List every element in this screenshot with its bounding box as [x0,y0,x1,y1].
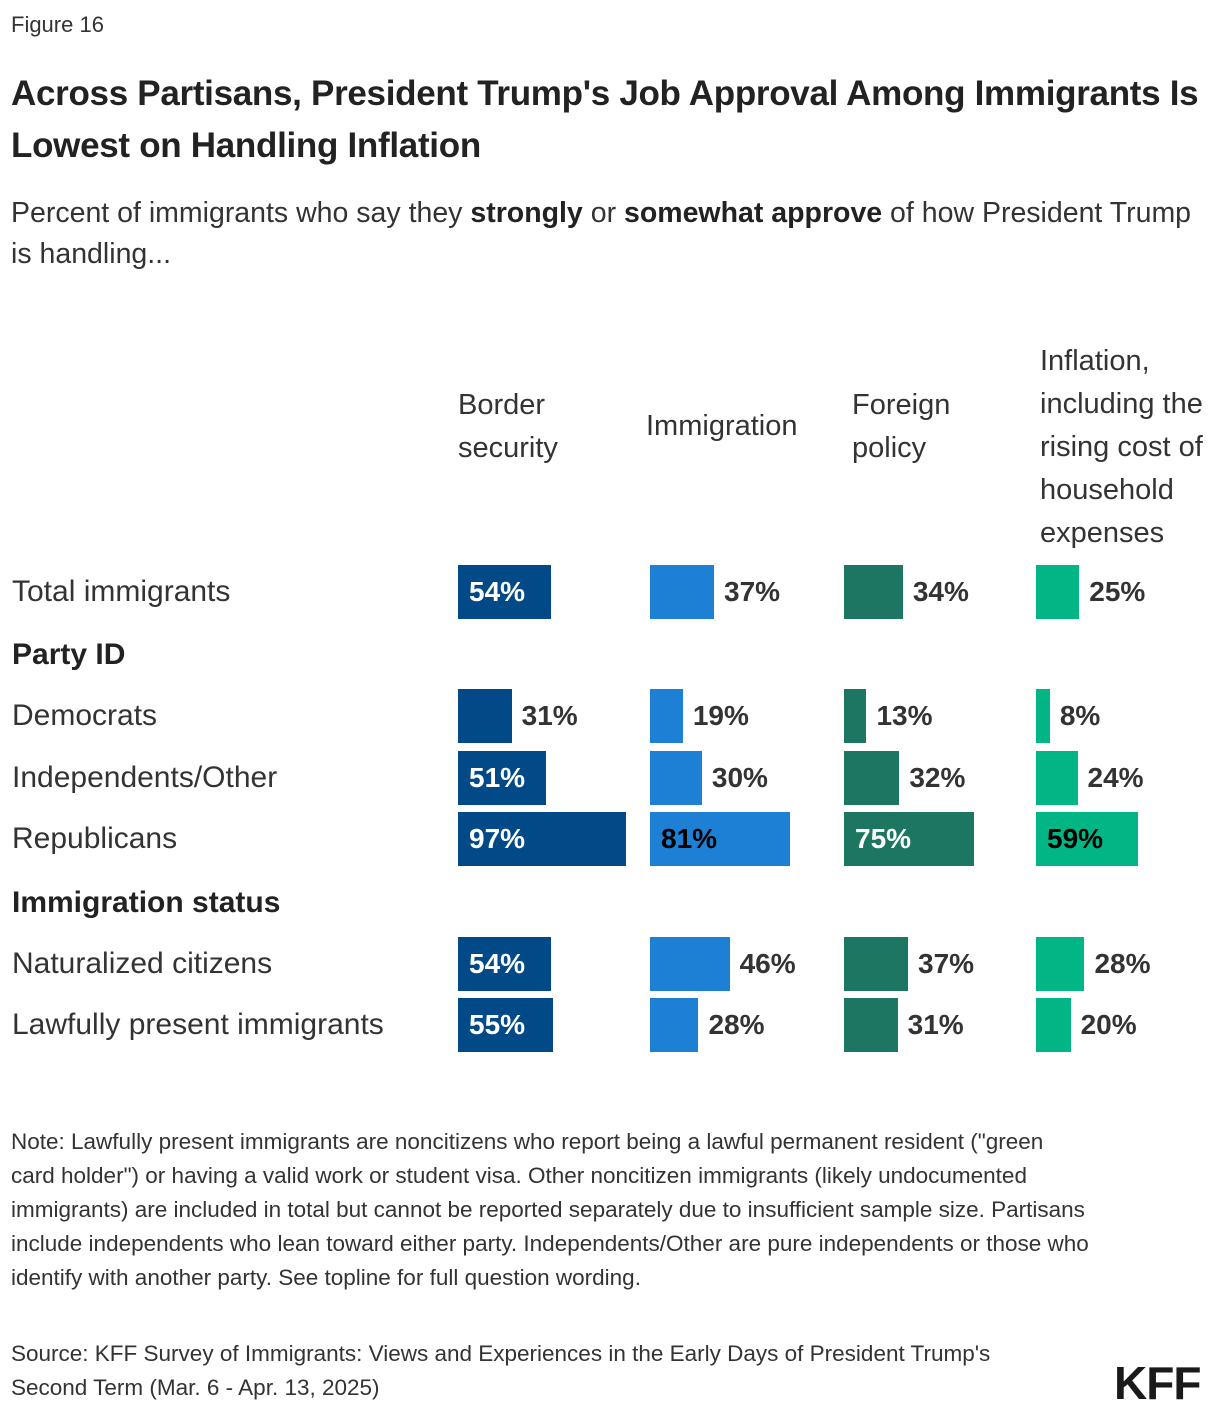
data-label: 54% [469,948,526,979]
subtitle-part: or [582,197,624,229]
data-label: 20% [1080,1009,1137,1040]
bar [650,751,702,805]
figure-label: Figure 16 [11,12,104,37]
bar [844,565,903,619]
data-label: 97% [469,823,526,854]
source-text: Source: KFF Survey of Immigrants: Views … [11,1341,991,1400]
data-label: 31% [907,1009,964,1040]
data-label: 25% [1089,576,1146,607]
column-header: Inflation, including the rising cost of … [1040,345,1203,549]
note-text: Note: Lawfully present immigrants are no… [11,1129,1089,1290]
column-header: Foreign policy [852,389,951,464]
bar [458,937,552,991]
row-label: Naturalized citizens [12,947,273,980]
data-label: 51% [469,762,526,793]
column-header: Border security [458,389,558,464]
subtitle-emphasis: somewhat approve [623,197,883,229]
bar [458,812,626,866]
bar [844,812,974,866]
bar [1036,751,1078,805]
row-label: Total immigrants [12,575,231,608]
bar [458,751,547,805]
column-header: Immigration [646,410,798,442]
data-label: 81% [661,823,718,854]
subtitle-part: of how President Trump is handling... [11,197,1192,270]
bar [844,751,900,805]
bar [844,937,908,991]
group-label: Immigration status [12,886,281,919]
bar [1036,565,1080,619]
row-label: Independents/Other [12,761,278,794]
data-label: 8% [1059,700,1101,731]
data-label: 37% [918,948,975,979]
bar [1036,998,1071,1052]
data-label: 19% [692,700,749,731]
row-label: Republicans [12,822,178,855]
bar [458,998,554,1052]
bar [844,689,867,743]
bar [458,689,512,743]
kff-logo: KFF [1114,1357,1201,1409]
bar [1036,812,1139,866]
bar [1036,937,1085,991]
bar [650,998,699,1052]
bar [650,937,730,991]
bar [844,998,898,1052]
data-label: 32% [909,762,966,793]
bar [458,565,552,619]
data-label: 55% [469,1009,526,1040]
subtitle-emphasis: strongly [470,197,583,229]
data-label: 37% [724,576,781,607]
chart-subtitle: Percent of immigrants who say they stron… [11,193,1201,275]
group-label: Party ID [12,638,126,671]
data-label: 46% [739,948,796,979]
data-label: 28% [1094,948,1151,979]
row-label: Lawfully present immigrants [12,1008,384,1041]
bar [650,689,683,743]
data-label: 28% [708,1009,765,1040]
bar [650,812,791,866]
chart-title: Across Partisans, President Trump's Job … [11,74,1199,165]
data-label: 75% [855,823,912,854]
data-label: 13% [876,700,933,731]
data-label: 31% [521,700,578,731]
data-label: 59% [1047,823,1104,854]
data-label: 34% [912,576,969,607]
subtitle-part: Percent of immigrants who say they [11,197,471,229]
data-label: 24% [1087,762,1144,793]
data-label: 54% [469,576,526,607]
row-label: Democrats [12,699,158,732]
bar [1036,689,1050,743]
data-label: 30% [711,762,768,793]
bar [650,565,714,619]
